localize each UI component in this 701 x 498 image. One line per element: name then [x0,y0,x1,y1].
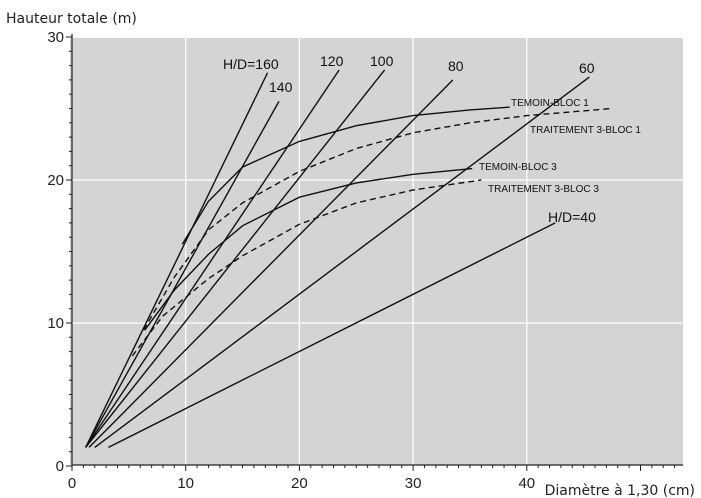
y-axis-title: Hauteur totale (m) [6,11,137,27]
x-tick-label: 20 [291,475,308,492]
ratio-label: H/D=40 [548,209,596,225]
labels-layer: H/D=160 140 120 100 80 60 H/D=40 TEMOIN-BLOC 1 T… [223,53,641,225]
reference-line [108,222,556,449]
axes-layer: 0 10 20 30 40 0 10 20 30 [47,29,683,492]
y-tick-label: 0 [56,458,64,475]
reference-line [85,101,280,448]
series-line [144,167,473,331]
series-label: TRAITEMENT 3-BLOC 3 [488,184,599,195]
x-axis-title: Diamètre à 1,30 (cm) [545,483,695,498]
x-tick-label: 40 [518,475,535,492]
series-label: TRAITEMENT 3-BLOC 1 [530,125,641,136]
ratio-label: 120 [320,53,344,69]
ratio-label: 60 [579,60,595,76]
x-tick-label: 30 [405,475,422,492]
reference-line [85,69,386,448]
grid-layer [70,36,683,465]
y-tick-label: 20 [47,172,64,189]
series-label: TEMOIN-BLOC 3 [479,162,557,173]
y-tick-label: 10 [47,315,64,332]
reference-lines-layer [85,69,590,449]
ratio-label: 100 [370,53,394,69]
reference-line [85,69,340,448]
y-tick-label: 30 [47,29,64,46]
series-label: TEMOIN-BLOC 1 [511,98,589,109]
x-tick-label: 10 [177,475,194,492]
ratio-label: 140 [269,79,293,95]
series-layer [131,106,613,357]
series-line [142,107,613,331]
series-line [131,179,482,357]
plot-area [70,38,683,465]
reference-line [94,76,590,448]
ratio-label: H/D=160 [223,56,279,72]
series-line [181,106,510,245]
reference-line [85,72,269,448]
ratio-label: 80 [448,58,464,74]
reference-line [88,79,454,448]
x-tick-label: 0 [68,475,76,492]
